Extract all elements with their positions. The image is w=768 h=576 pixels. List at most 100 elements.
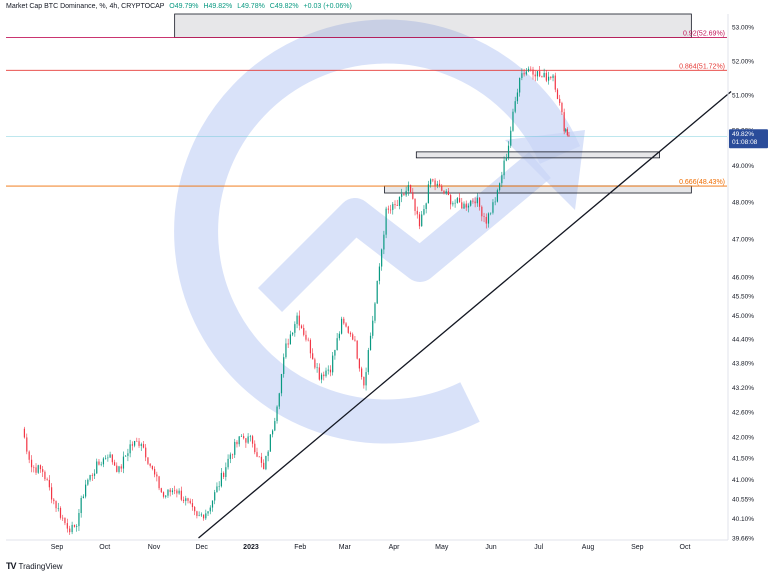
- candle-body: [365, 372, 367, 386]
- open-value: O49.79%: [169, 3, 199, 10]
- x-tick-label: Mar: [339, 544, 352, 551]
- candle-body: [465, 203, 467, 208]
- candle-body: [151, 465, 153, 469]
- candle-body: [536, 71, 539, 77]
- candle-body: [332, 355, 334, 373]
- candle-body: [236, 441, 238, 445]
- x-tick-label: Sep: [631, 544, 644, 551]
- candle-body: [289, 334, 291, 345]
- candle-body: [327, 369, 329, 371]
- candle-body: [211, 500, 214, 508]
- candle-body: [525, 71, 527, 75]
- candle-body: [490, 212, 492, 214]
- candle-body: [423, 209, 425, 215]
- y-tick-label: 47.00%: [732, 236, 754, 243]
- y-tick-label: 53.00%: [732, 25, 754, 32]
- price-tag-box: [729, 129, 768, 149]
- candle-body: [254, 443, 256, 453]
- candle-body: [91, 475, 93, 476]
- candle-body: [452, 203, 454, 205]
- candle-body: [120, 466, 122, 469]
- price-axis[interactable]: 53.00%52.00%51.00%50.00%49.00%48.00%47.0…: [732, 25, 754, 543]
- candle-body: [309, 340, 312, 354]
- fib-label-1: 0.92(52.69%): [683, 31, 725, 38]
- candle-body: [483, 216, 485, 217]
- candle-body: [487, 213, 490, 224]
- candle-body: [441, 185, 443, 191]
- candle-body: [189, 500, 191, 504]
- candle-body: [454, 202, 456, 204]
- candle-body: [205, 513, 207, 519]
- zone-box-1[interactable]: [174, 13, 692, 38]
- candle-body: [412, 192, 414, 199]
- candle-body: [340, 318, 343, 334]
- y-tick-label: 44.40%: [732, 337, 754, 344]
- candle-body: [467, 205, 470, 208]
- tradingview-brand: TradingView: [18, 561, 63, 571]
- y-tick-label: 45.50%: [732, 294, 754, 301]
- symbol-title[interactable]: Market Cap BTC Dominance, %, 4h, CRYPTOC…: [6, 3, 165, 10]
- candle-body: [249, 436, 251, 437]
- candle-body: [26, 437, 28, 452]
- candle-body: [78, 513, 80, 527]
- candle-body: [461, 202, 463, 209]
- y-tick-label: 43.80%: [732, 361, 754, 368]
- candle-body: [283, 357, 285, 375]
- candle-body: [507, 145, 510, 158]
- candle-body: [276, 406, 278, 422]
- candle-body: [409, 185, 412, 193]
- candle-body: [336, 338, 338, 350]
- candle-body: [492, 202, 494, 213]
- candle-body: [347, 326, 349, 333]
- candle-body: [563, 112, 565, 132]
- candle-body: [338, 333, 340, 339]
- footer-brand[interactable]: TV TradingView: [6, 561, 63, 571]
- candle-body: [69, 528, 71, 533]
- candle-body: [547, 76, 550, 81]
- fib-label-3: 0.666(48.43%): [679, 179, 725, 186]
- candle-body: [320, 374, 323, 380]
- candle-body: [162, 492, 165, 497]
- candle-body: [356, 340, 358, 359]
- candle-body: [85, 484, 87, 497]
- candle-body: [194, 507, 196, 512]
- candle-body: [436, 183, 438, 186]
- trendline[interactable]: [198, 91, 732, 539]
- fib-layer: 0.92(52.69%) 0.864(51.72%) 0.666(48.43%): [6, 31, 727, 187]
- candle-body: [450, 195, 452, 205]
- x-tick-label: 2023: [243, 544, 259, 551]
- candle-body: [550, 76, 552, 79]
- candle-body: [358, 358, 360, 369]
- time-axis[interactable]: Sep Oct Nov Dec 2023 Feb Mar Apr May Jun Jul Aug Sep…: [51, 544, 691, 551]
- candle-body: [470, 200, 472, 206]
- y-tick-label: 51.00%: [732, 93, 754, 100]
- candle-body: [223, 472, 225, 477]
- candle-body: [541, 76, 543, 78]
- candle-body: [71, 524, 73, 533]
- candle-body: [294, 324, 296, 333]
- x-tick-label: Jul: [534, 544, 543, 551]
- candle-body: [300, 325, 303, 329]
- candle-body: [46, 479, 48, 480]
- candle-body: [458, 198, 461, 203]
- candle-body: [361, 368, 363, 377]
- candle-body: [554, 75, 556, 90]
- candle-body: [53, 499, 55, 502]
- candle-body: [133, 441, 136, 446]
- y-tick-label: 42.60%: [732, 410, 754, 417]
- candle-body: [512, 111, 514, 131]
- candle-body: [407, 185, 409, 191]
- candle-body: [93, 473, 96, 476]
- candle-body: [414, 198, 416, 211]
- trendline-layer[interactable]: [198, 91, 732, 539]
- candle-body: [516, 92, 519, 102]
- candle-body: [316, 367, 318, 369]
- candle-body: [185, 498, 187, 501]
- candle-body: [369, 335, 372, 351]
- candle-body: [539, 71, 541, 77]
- candle-body: [118, 466, 120, 472]
- candle-body: [76, 526, 78, 527]
- low-value: L49.78%: [237, 3, 265, 10]
- zone-box-2[interactable]: [415, 151, 660, 159]
